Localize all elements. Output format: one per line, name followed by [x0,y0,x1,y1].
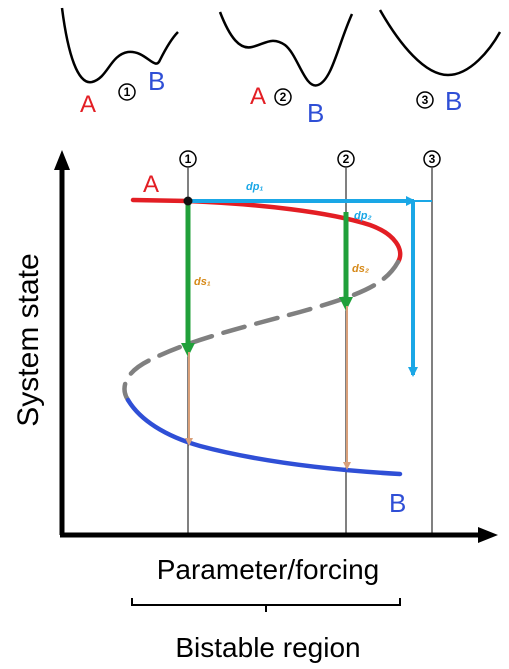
recovery-arrows [185,306,351,470]
axis-marker-2: 2 [337,150,355,168]
landscape-2-label-a: A [250,83,266,110]
dp2-label: dp₂ [354,210,372,222]
axis-marker-3: 3 [423,150,441,168]
svg-text:3: 3 [422,93,429,107]
landscape-1-curve [60,7,179,84]
unstable-branch [122,259,401,403]
dp1-label: dp₁ [246,181,263,193]
bistable-region-label: Bistable region [175,632,360,663]
landscape-1: A 1 B [60,7,179,118]
ds1-label: ds₁ [194,276,211,288]
landscape-2-label-b: B [307,98,324,128]
svg-text:1: 1 [185,152,192,166]
landscape-2-curve [218,11,354,87]
svg-text:3: 3 [429,152,436,166]
svg-text:2: 2 [343,152,350,166]
axes [54,150,498,543]
axis-marker-1: 1 [179,150,197,168]
landscape-1-label-a: A [80,91,96,118]
marker-lines [187,168,433,533]
landscape-3-label-b: B [445,86,462,116]
start-point [183,196,193,206]
landscape-2: A 2 B [218,11,354,128]
ds2-label: ds₂ [352,263,369,275]
y-axis-label: System state [12,253,45,426]
landscape-3: 3 B [378,9,502,116]
stable-branch-b [125,397,403,477]
landscape-1-label-b: B [148,66,165,96]
svg-text:2: 2 [280,90,287,104]
x-axis-label: Parameter/forcing [157,554,380,585]
ds-arrows: ds₁ ds₂ [181,201,369,357]
landscape-3-marker: 3 [416,91,434,109]
equilibrium-curve [122,197,403,477]
landscape-1-marker: 1 [118,83,136,101]
state-a-label: A [143,171,159,198]
landscape-2-marker: 2 [274,88,292,106]
state-b-label: B [389,488,406,518]
bistable-region-bracket [131,598,401,612]
dp-arrows: dp₁ dp₂ [188,181,432,377]
svg-text:1: 1 [124,85,131,99]
landscape-3-curve [378,9,502,77]
